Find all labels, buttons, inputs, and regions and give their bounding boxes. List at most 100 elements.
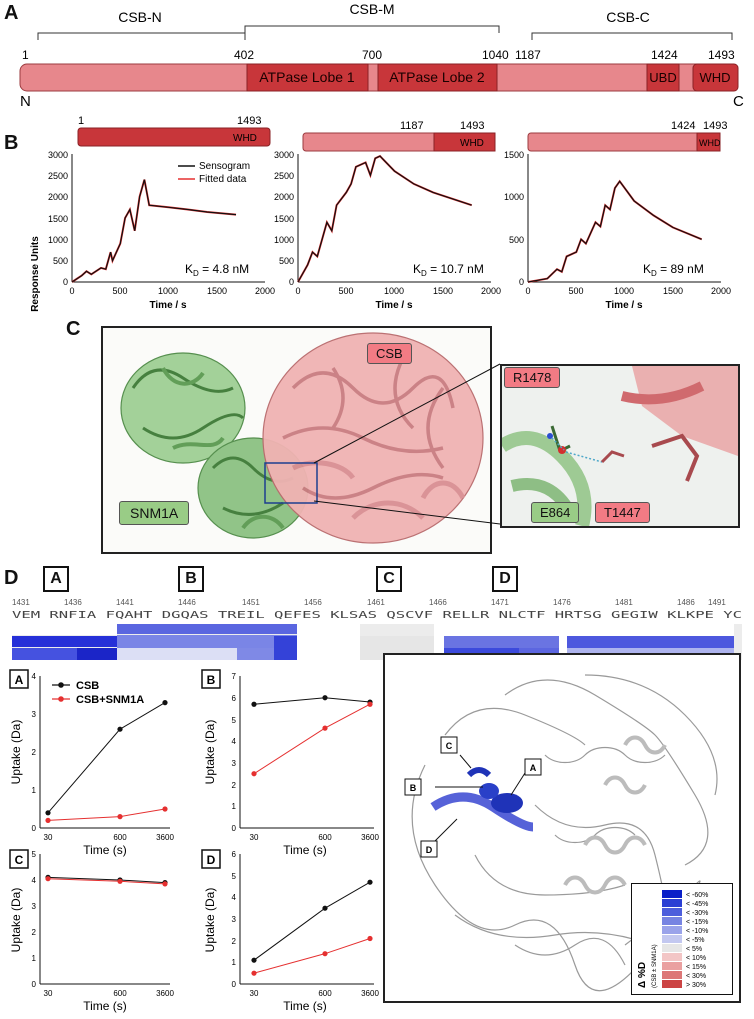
ytick: 0 xyxy=(232,824,237,833)
ytick: 6 xyxy=(232,850,237,859)
ytick: 5 xyxy=(232,716,237,725)
uptake-plot-a-ylabel: Uptake (Da) xyxy=(9,720,23,785)
legend-swatch xyxy=(662,980,682,988)
sequence-text: VEM RNFIA FQAHT DGQAS TREIL QEFES KLSAS … xyxy=(12,610,742,621)
legend-swatch xyxy=(662,935,682,943)
domain-label-whd: WHD xyxy=(699,70,730,85)
kd-2: KD = 10.7 nM xyxy=(413,262,484,278)
data-point xyxy=(367,701,373,707)
ytick: 500 xyxy=(279,256,294,266)
xtick: 600 xyxy=(318,989,332,998)
uptake-plot-d: D 0 1 2 3 4 5 6 30 600 3600 Time (s) Uptake (Da) xyxy=(201,849,379,1013)
delta-d-legend-graphic: Δ %D (CSB ± SNM1A) < -60%< -45%< -30%< -… xyxy=(637,890,708,989)
data-point xyxy=(322,725,328,731)
uptake-plot-d-ylabel: Uptake (Da) xyxy=(203,888,217,953)
legend-item-label: < -10% xyxy=(686,928,708,935)
region-label-csb-m: CSB-M xyxy=(349,1,394,17)
spr-plot-2-xticks: 0 500 1000 1500 2000 xyxy=(295,286,501,296)
spr-plot-3-yticks: 0 500 1000 1500 xyxy=(504,150,524,287)
construct-3-domain: WHD xyxy=(699,138,721,148)
spr-plot-1-yticks: 0 500 1000 1500 2000 2500 3000 xyxy=(48,150,68,287)
uptake-plot-c-xlabel: Time (s) xyxy=(83,999,127,1013)
uptake-plot-a-series xyxy=(45,700,168,823)
data-point xyxy=(367,935,373,942)
ytick: 500 xyxy=(509,235,524,245)
data-point xyxy=(322,695,328,701)
region-c-highlight xyxy=(466,767,492,778)
series-line-csb xyxy=(47,876,166,884)
construct-2: 1187 1493 WHD xyxy=(302,120,496,152)
uptake-plot-b-ylabel: Uptake (Da) xyxy=(203,720,217,785)
csb-structure xyxy=(262,332,484,544)
uptake-plot-c-ylabel: Uptake (Da) xyxy=(9,888,23,953)
ytick: 5 xyxy=(232,872,237,881)
data-point xyxy=(117,814,123,820)
zoom-region xyxy=(264,462,318,504)
legend-swatch xyxy=(662,944,682,952)
data-point xyxy=(45,810,51,816)
xtick: 2000 xyxy=(481,286,501,296)
xtick: 30 xyxy=(250,833,259,842)
legend-item-label: < -5% xyxy=(686,937,704,944)
xtick: 0 xyxy=(295,286,300,296)
data-point xyxy=(251,771,257,777)
ytick: 1500 xyxy=(274,214,294,224)
domain-map: CSB-N CSB-M CSB-C 1 402 700 1040 1187 14… xyxy=(19,1,744,110)
legend-swatch xyxy=(662,953,682,961)
data-point xyxy=(367,879,373,885)
ytick: 2 xyxy=(232,781,237,790)
xtick: 1500 xyxy=(663,286,683,296)
hdx-structure-view: C A B D Δ %D (CSB ± SNM1A) < -60% < -45% <… xyxy=(383,653,741,1003)
residue-number: 1451 xyxy=(242,598,260,607)
ytick: 3 xyxy=(232,759,237,768)
ytick: 1000 xyxy=(48,235,68,245)
ytick: 1 xyxy=(32,954,37,963)
ytick: 3000 xyxy=(274,150,294,160)
ytick: 6 xyxy=(232,694,237,703)
residue-number: 1471 xyxy=(491,598,509,607)
data-point xyxy=(162,700,168,706)
residue-number: 1481 xyxy=(615,598,633,607)
panel-label-a: A xyxy=(4,2,19,24)
ytick: 0 xyxy=(32,824,37,833)
ytick: 1000 xyxy=(274,235,294,245)
ytick: 2 xyxy=(32,928,37,937)
kd-3: KD = 89 nM xyxy=(643,262,704,278)
uptake-plot-b-label: B xyxy=(207,673,216,687)
legend-item-label: < -30% xyxy=(686,910,708,917)
bracket-csb-c xyxy=(531,32,733,40)
region-b-highlight xyxy=(479,783,499,799)
xtick: 2000 xyxy=(711,286,731,296)
bracket-csb-n xyxy=(37,32,246,40)
xtick: 500 xyxy=(568,286,583,296)
residue-number: 1441 xyxy=(116,598,134,607)
xtick: 1000 xyxy=(384,286,404,296)
ytick: 1500 xyxy=(48,214,68,224)
data-point xyxy=(251,957,257,963)
snm1a-label: SNM1A xyxy=(119,501,190,525)
segment-label-d: D xyxy=(492,566,518,592)
residue-number: 1486 xyxy=(677,598,695,607)
panel-label-c: C xyxy=(66,318,81,340)
ytick: 0 xyxy=(63,277,68,287)
xtick: 600 xyxy=(113,989,127,998)
legend-swatch xyxy=(662,908,682,916)
uptake-plot-a-label: A xyxy=(15,673,24,687)
ytick: 7 xyxy=(232,672,237,681)
construct-1-start: 1 xyxy=(78,115,84,127)
ytick: 1500 xyxy=(504,150,524,160)
series-line-csb-snm1a xyxy=(253,938,371,974)
legend-item-label: > 30% xyxy=(686,982,706,989)
series-line-csb-snm1a xyxy=(253,703,371,775)
residue-numbers: 1431 1436 1441 1446 1451 1456 1461 1466 … xyxy=(12,598,726,607)
ytick: 2500 xyxy=(48,171,68,181)
uptake-plot-c: C 0 1 2 3 4 5 30 600 3600 Time (s) Uptake (Da) xyxy=(9,849,174,1013)
domain-label-atpase-2: ATPase Lobe 2 xyxy=(389,69,485,85)
legend-item-label: < 5% xyxy=(686,946,702,953)
xtick: 600 xyxy=(318,833,332,842)
position-1: 1 xyxy=(22,48,29,62)
series-line-csb xyxy=(253,697,371,705)
residue-e864: E864 xyxy=(531,502,580,523)
ytick: 4 xyxy=(232,893,237,902)
